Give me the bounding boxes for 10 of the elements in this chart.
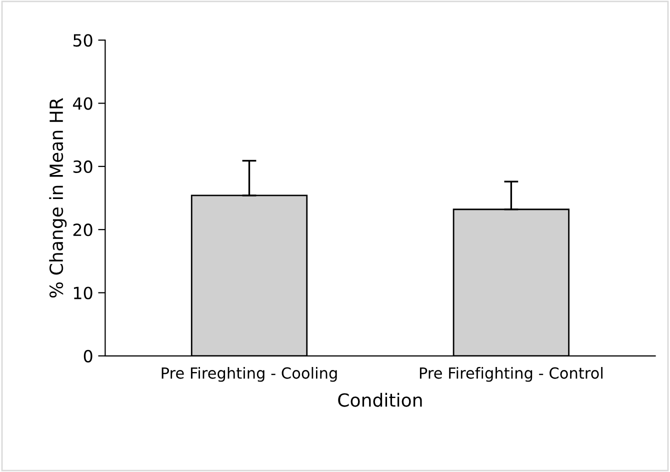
x-tick-label: Pre Fireghting - Cooling <box>162 367 337 382</box>
y-tick-label: 30 <box>73 160 92 173</box>
y-tick-label: 10 <box>74 286 92 300</box>
x-axis-title: Condition <box>338 392 422 407</box>
x-tick-label: Pre Firefighting - Control <box>420 367 602 382</box>
y-axis-title: % Change in Mean HR <box>49 98 67 298</box>
y-tick-label: 0 <box>84 350 92 362</box>
y-tick-label: 40 <box>72 97 92 110</box>
y-tick-label: 20 <box>73 224 92 236</box>
y-tick-label: 50 <box>73 34 92 47</box>
